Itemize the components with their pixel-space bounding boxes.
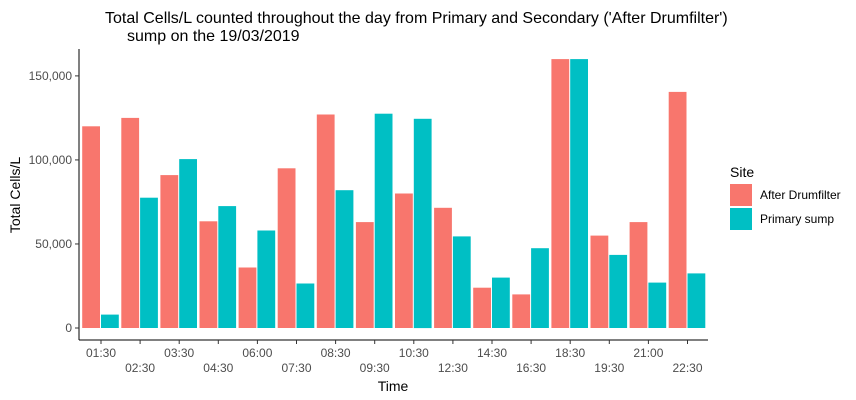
y-ticks-group: 0 50,000 100,000 150,000 (29, 69, 79, 335)
legend: Site After Drumfilter Primary sump (730, 164, 841, 230)
bar-primary-sump-2230 (687, 273, 706, 328)
bar-primary-sump-0600 (257, 230, 276, 328)
bar-after-drumfilter-0830 (316, 114, 335, 328)
bar-after-drumfilter-1830 (551, 59, 570, 328)
bar-after-drumfilter-0130 (82, 126, 100, 328)
bar-primary-sump-1830 (570, 59, 588, 328)
bar-primary-sump-0430 (218, 206, 237, 328)
bar-primary-sump-1030 (413, 118, 432, 329)
chart-title-line-2: sump on the 19/03/2019 (127, 28, 300, 45)
x-tick-label: 03:30 (164, 346, 194, 360)
bar-primary-sump-0230 (140, 197, 158, 328)
legend-label-after-drumfilter: After Drumfilter (760, 188, 841, 202)
x-tick-label: 02:30 (125, 361, 155, 375)
x-tick-label: 12:30 (438, 361, 468, 375)
bar-after-drumfilter-1230 (434, 207, 452, 328)
x-tick-label: 09:30 (360, 361, 390, 375)
chart-title-line-1: Total Cells/L counted throughout the day… (105, 10, 728, 27)
x-tick-label: 04:30 (203, 361, 233, 375)
x-tick-label: 19:30 (594, 361, 624, 375)
bar-after-drumfilter-1030 (395, 193, 413, 328)
x-tick-label: 14:30 (477, 346, 507, 360)
x-axis-title: Time (378, 378, 409, 394)
bar-after-drumfilter-0930 (355, 222, 374, 328)
bar-primary-sump-0830 (335, 190, 354, 328)
bars-group (82, 59, 706, 329)
x-tick-label: 06:00 (242, 346, 272, 360)
bar-after-drumfilter-0430 (199, 221, 218, 328)
bar-primary-sump-1630 (531, 248, 549, 328)
legend-key-after-drumfilter (730, 184, 752, 206)
plot-area: 0 50,000 100,000 150,000 01:30 02:30 03:30 04:… (29, 49, 708, 375)
y-axis-title: Total Cells/L (7, 157, 23, 233)
x-tick-label: 18:30 (555, 346, 585, 360)
bar-after-drumfilter-2230 (668, 91, 687, 329)
y-tick-label: 50,000 (35, 237, 72, 251)
x-tick-label: 10:30 (399, 346, 429, 360)
bar-primary-sump-1930 (609, 254, 628, 328)
bar-after-drumfilter-0330 (160, 175, 179, 328)
bar-after-drumfilter-0230 (121, 117, 140, 329)
legend-key-primary-sump (730, 208, 752, 230)
legend-label-primary-sump: Primary sump (760, 212, 834, 226)
bar-after-drumfilter-2100 (629, 222, 648, 328)
bar-after-drumfilter-1430 (473, 287, 491, 328)
x-tick-label: 01:30 (86, 346, 116, 360)
x-tick-label: 21:00 (633, 346, 663, 360)
bar-primary-sump-0130 (101, 314, 119, 328)
bar-after-drumfilter-0730 (277, 168, 296, 328)
y-tick-label: 100,000 (29, 153, 73, 167)
bar-primary-sump-1430 (492, 277, 510, 328)
bar-primary-sump-1230 (452, 236, 471, 328)
bar-primary-sump-0330 (179, 159, 197, 328)
legend-items: After Drumfilter Primary sump (730, 184, 841, 230)
x-tick-label: 22:30 (672, 361, 702, 375)
bar-after-drumfilter-1630 (512, 294, 531, 328)
x-ticks-group: 01:30 02:30 03:30 04:30 06:00 07:30 08:30 09:30… (86, 340, 703, 375)
x-tick-label: 07:30 (281, 361, 311, 375)
bar-after-drumfilter-0600 (238, 267, 257, 328)
bar-primary-sump-0730 (296, 283, 315, 328)
x-tick-label: 08:30 (321, 346, 351, 360)
bar-primary-sump-0930 (374, 113, 393, 328)
bar-after-drumfilter-1930 (590, 235, 609, 328)
x-tick-label: 16:30 (516, 361, 546, 375)
y-tick-label: 0 (65, 321, 72, 335)
y-tick-label: 150,000 (29, 69, 73, 83)
bar-primary-sump-2100 (648, 282, 667, 328)
legend-title: Site (730, 164, 754, 180)
